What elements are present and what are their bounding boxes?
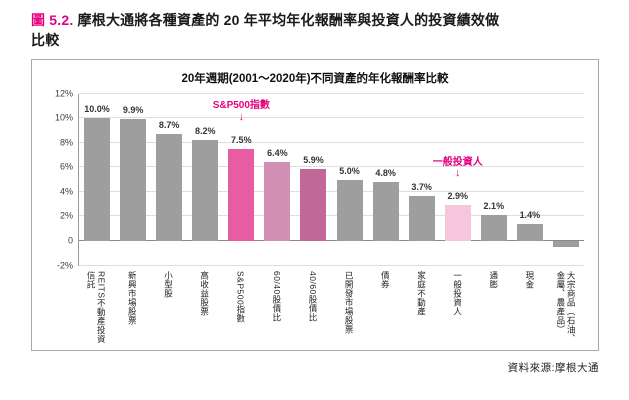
bar-value-label: 10.0% <box>84 104 110 115</box>
bar-value-label: 5.0% <box>339 165 360 176</box>
bar-value-label: 3.7% <box>411 181 432 192</box>
gridline <box>79 92 584 94</box>
y-axis-tick-label: 2% <box>59 210 73 221</box>
bar-value-label: 8.7% <box>158 120 180 131</box>
bar-value-label: 6.4% <box>267 148 288 159</box>
y-axis-tick-label: 8% <box>59 137 73 148</box>
sp500-annotation-text: S&P500指數 <box>212 100 270 112</box>
figure-title-line1: 圖 5.2. 摩根大通將各種資產的 20 年平均年化報酬率與投資人的投資績效做 <box>31 10 599 30</box>
gridline <box>79 190 584 192</box>
plot-area: 12% 10% 8% 6% 4% 2% 0 -2% 10.0% 9.9% 8.7% 8.2% 7.5% 6… <box>55 89 584 270</box>
bar-value-label: 9.9% <box>122 105 144 116</box>
source-note: 資料來源:摩根大通 <box>507 362 599 374</box>
bar-value-label: 7.5% <box>231 134 252 145</box>
down-arrow-icon: ↓ <box>455 167 461 180</box>
y-axis-tick-label: 12% <box>54 88 73 99</box>
bar-0 <box>84 118 111 242</box>
bar-8 <box>372 182 399 242</box>
bar-value-label: 8.2% <box>194 126 216 137</box>
gridline <box>79 264 584 266</box>
bar-13 <box>552 241 579 248</box>
gridline <box>79 141 584 143</box>
bar-4 <box>228 148 255 242</box>
x-axis-category-label: 新興市場股票 <box>127 270 138 325</box>
bar-1 <box>120 119 147 242</box>
figure-number: 圖 5.2. <box>31 12 74 28</box>
bar-3 <box>192 140 219 242</box>
x-axis-category-label: S&P500指數 <box>235 270 246 323</box>
x-axis-category-label: 一般投資人 <box>452 270 463 316</box>
y-axis-tick-label: 6% <box>59 161 73 172</box>
bar-value-label: 2.1% <box>483 201 505 212</box>
figure-title: 圖 5.2. 摩根大通將各種資產的 20 年平均年化報酬率與投資人的投資績效做 … <box>31 10 599 51</box>
x-axis-labels: REITS不動產投資信託 新興市場股票 小型股 高收益股票 S&P500指數 60/40股… <box>78 268 584 350</box>
figure-title-text: 摩根大通將各種資產的 20 年平均年化報酬率與投資人的投資績效做 <box>77 12 500 28</box>
bar-9 <box>408 195 435 242</box>
bar-7 <box>336 179 363 242</box>
bar-value-label: 2.9% <box>447 191 469 202</box>
bar-10 <box>444 205 471 242</box>
bar-5 <box>264 162 291 242</box>
bar-11 <box>480 215 507 242</box>
bar-value-label: 4.8% <box>375 168 396 179</box>
x-axis-category-label: 高收益股票 <box>199 270 210 316</box>
sp500-annotation: S&P500指數 ↓ <box>213 100 270 123</box>
x-axis-category-label: 大宗商品（石油、金屬、農產品） <box>555 270 577 343</box>
bar-value-label: 5.9% <box>303 154 324 165</box>
chart-container: 20年週期(2001〜2020年)不同資產的年化報酬率比較 12% 10% 8% 6%… <box>31 58 599 351</box>
down-arrow-icon: ↓ <box>238 110 245 123</box>
y-axis-tick-label: 0 <box>67 235 73 246</box>
x-axis-category-label: 40/60股債比 <box>308 270 319 322</box>
gridline <box>79 117 584 119</box>
bar-12 <box>516 223 543 242</box>
gridline <box>79 215 584 217</box>
average-investor-annotation: 一般投資人 ↓ <box>433 157 483 180</box>
gridline <box>79 166 584 168</box>
figure-title-line2: 比較 <box>31 32 60 49</box>
y-axis-tick-label: 4% <box>59 186 73 197</box>
x-axis-category-label: 已開發市場股票 <box>344 270 355 334</box>
x-axis-category-label: 小型股 <box>163 270 174 298</box>
x-axis-category-label: 通膨 <box>488 270 499 289</box>
x-axis-category-label: 家庭不動產 <box>416 270 427 316</box>
bar-value-label: 1.4% <box>519 209 541 220</box>
chart-title: 20年週期(2001〜2020年)不同資產的年化報酬率比較 <box>181 72 449 85</box>
x-axis-category-label: REITS不動產投資信託 <box>86 270 107 344</box>
zero-axis-line <box>79 240 584 242</box>
x-axis-category-label: 60/40股債比 <box>271 270 282 322</box>
x-axis-category-label: 現金 <box>524 270 535 289</box>
bar-6 <box>300 168 327 242</box>
bar-2 <box>156 134 183 242</box>
average-investor-annotation-text: 一般投資人 <box>432 156 483 168</box>
y-axis-tick-label: 10% <box>54 112 73 123</box>
y-axis-tick-label: -2% <box>56 260 73 271</box>
x-axis-category-label: 債券 <box>380 270 391 289</box>
